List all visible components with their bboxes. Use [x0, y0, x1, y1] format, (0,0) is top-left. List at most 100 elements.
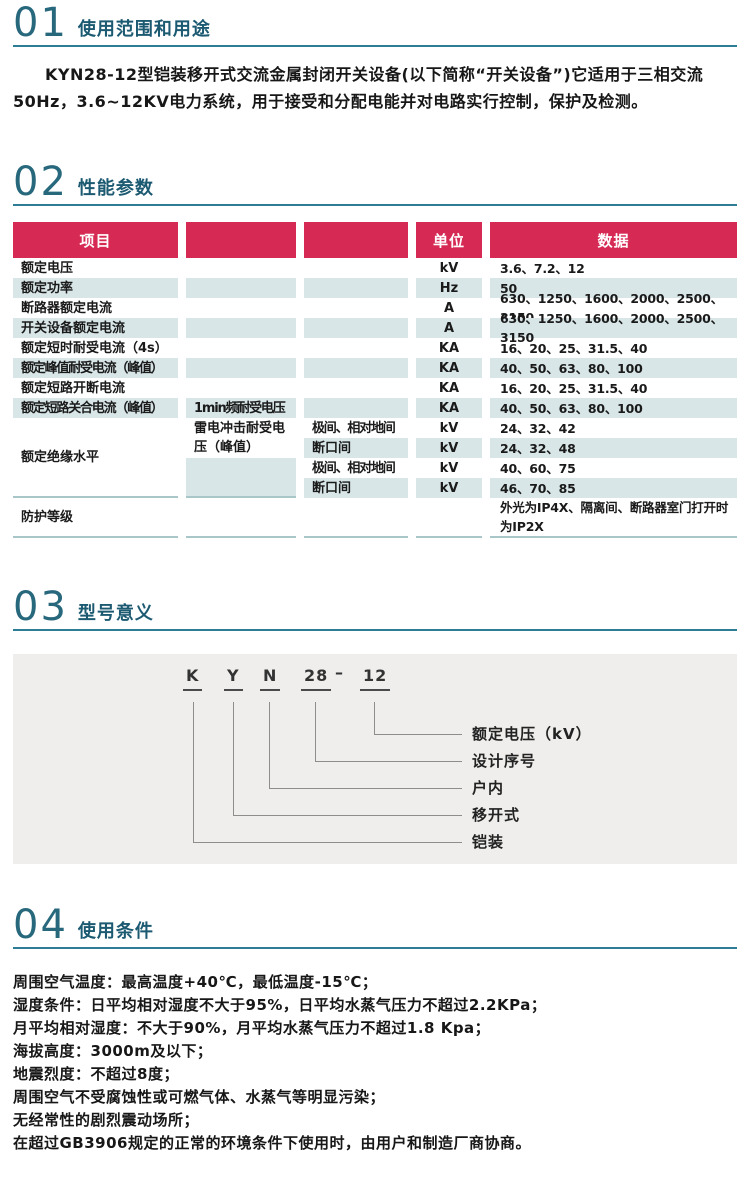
- table-cell: 断口间: [304, 438, 408, 458]
- model-label-rated-voltage: 额定电压（kV）: [472, 725, 592, 743]
- table-cell: 额定短路关合电流（峰值）: [13, 398, 178, 418]
- model-label-armored: 铠装: [472, 833, 505, 851]
- condition-line: 地震烈度：不超过8度；: [13, 1065, 179, 1083]
- table-cell: [304, 498, 408, 538]
- table-cell: 630、1250、1600、2000、2500、3150: [490, 311, 737, 345]
- table-cell: 40、50、63、80、100: [490, 358, 737, 378]
- table-cell: 外光为IP4X、隔离间、断路器室门打开时为IP2X: [490, 498, 737, 538]
- table-cell: [186, 298, 296, 318]
- model-code-diagram: K Y N 28 – 12 额定电压（kV） 设计序号 户内 移开式 铠装: [13, 654, 737, 864]
- table-cell: kV: [416, 478, 482, 498]
- table-cell: [304, 378, 408, 398]
- table-cell: [186, 498, 296, 538]
- table-cell: 16、20、25、31.5、40: [500, 380, 648, 396]
- section-header-performance: 02 性能参数: [13, 159, 737, 206]
- condition-line: 无经常性的剧烈震动场所；: [13, 1111, 200, 1129]
- table-cell: [186, 338, 296, 358]
- table-cell: [304, 338, 408, 358]
- table-cell: [186, 378, 296, 398]
- connector-line: [374, 734, 462, 735]
- section-title-model-meaning: 型号意义: [77, 603, 154, 624]
- table-cell: 24、32、48: [490, 438, 737, 458]
- condition-line: 月平均相对湿度：不大于90%，月平均水蒸气压力不超过1.8 Kpa；: [13, 1019, 491, 1037]
- connector-line: [315, 702, 316, 761]
- connector-line: [315, 761, 462, 762]
- condition-line: 周围空气温度：最高温度+40℃，最低温度-15℃；: [13, 973, 378, 991]
- table-cell: [186, 318, 296, 338]
- model-code-letter-k: K: [183, 666, 203, 691]
- table-header-cell: [186, 222, 296, 258]
- model-label-withdrawable: 移开式: [472, 806, 521, 824]
- table-cell: [186, 458, 296, 498]
- table-cell: 额定绝缘水平: [13, 418, 178, 498]
- condition-line: 在超过GB3906规定的正常的环境条件下使用时，由用户和制造厂商协商。: [13, 1134, 531, 1152]
- table-cell: [304, 398, 408, 418]
- connector-line: [233, 702, 234, 815]
- table-column: 数据 3.6、7.2、12 50 630、1250、1600、2000、2500、31…: [490, 222, 737, 538]
- table-cell: [304, 358, 408, 378]
- table-header-cell: [304, 222, 408, 258]
- table-cell: A: [416, 318, 482, 338]
- model-code-number-12: 12: [360, 666, 391, 691]
- table-cell: kV: [439, 460, 459, 476]
- table-cell: KA: [416, 358, 482, 378]
- model-code-dash: –: [335, 663, 344, 682]
- section-title-usage-scope: 使用范围和用途: [77, 19, 211, 40]
- table-cell: KA: [438, 340, 460, 356]
- usage-conditions-list: 周围空气温度：最高温度+40℃，最低温度-15℃； 湿度条件：日平均相对湿度不大…: [13, 971, 737, 1155]
- table-cell: kV: [416, 438, 482, 458]
- table-cell: [304, 278, 408, 298]
- table-cell: KA: [416, 398, 482, 418]
- table-column: 单位 kV Hz A A KA KA KA KA kV kV kV kV: [416, 222, 482, 538]
- table-column: 1min频耐受电压雷电冲击耐受电压（峰值）: [186, 222, 296, 538]
- intro-paragraph: KYN28-12型铠装移开式交流金属封闭开关设备(以下简称“开关设备”)它适用于…: [13, 65, 704, 111]
- connector-line: [193, 842, 462, 843]
- table-cell: 断口间: [304, 478, 408, 498]
- connector-line: [374, 702, 375, 734]
- table-cell: Hz: [416, 278, 482, 298]
- table-header-cell: 项目: [13, 222, 178, 258]
- model-code-letter-y: Y: [224, 666, 243, 691]
- table-cell: 16、20、25、31.5、40: [500, 340, 648, 356]
- table-header-cell: 数据: [490, 222, 737, 258]
- table-cell: kV: [439, 420, 459, 436]
- table-cell: 40、60、75: [500, 460, 576, 476]
- table-column: 项目 额定电压 额定功率 断路器额定电流 开关设备额定电流 额定短时耐受电流（4s） 额定峰…: [13, 222, 178, 538]
- table-cell: 雷电冲击耐受电压（峰值）: [194, 421, 286, 455]
- table-cell: 1min频耐受电压: [186, 398, 296, 418]
- condition-line: 海拔高度：3000m及以下；: [13, 1042, 213, 1060]
- section-header-usage-conditions: 04 使用条件: [13, 902, 737, 949]
- table-cell: [186, 258, 296, 278]
- condition-line: 湿度条件：日平均相对湿度不大于95%，日平均水蒸气压力不超过2.2KPa；: [13, 996, 547, 1014]
- table-cell: KA: [438, 380, 460, 396]
- table-cell: [304, 298, 408, 318]
- condition-line: 周围空气不受腐蚀性或可燃气体、水蒸气等明显污染；: [13, 1088, 386, 1106]
- section-title-performance: 性能参数: [77, 178, 154, 199]
- table-header-cell: 单位: [416, 222, 482, 258]
- table-cell: kV: [439, 260, 459, 276]
- section-number-04: 04: [13, 902, 68, 948]
- table-cell: [304, 258, 408, 278]
- table-cell: A: [443, 300, 455, 316]
- connector-line: [193, 702, 194, 842]
- table-cell: 46、70、85: [490, 478, 737, 498]
- table-cell: 断路器额定电流: [21, 300, 113, 316]
- table-cell: [304, 318, 408, 338]
- section-number-03: 03: [13, 584, 68, 630]
- connector-line: [233, 815, 462, 816]
- table-column: 极间、相对地间 断口间 极间、相对地间 断口间: [304, 222, 408, 538]
- table-cell: 额定电压: [21, 260, 74, 276]
- table-cell: 24、32、42: [500, 420, 576, 436]
- table-cell: 额定功率: [13, 278, 178, 298]
- connector-line: [269, 702, 270, 788]
- table-cell: [186, 358, 296, 378]
- parameters-table: 项目 额定电压 额定功率 断路器额定电流 开关设备额定电流 额定短时耐受电流（4s） 额定峰…: [13, 222, 737, 538]
- section-number-02: 02: [13, 159, 68, 205]
- model-code-number-28: 28: [301, 666, 332, 691]
- table-cell: 额定短时耐受电流（4s）: [21, 340, 168, 356]
- section-number-01: 01: [13, 0, 68, 46]
- table-cell: 极间、相对地间: [312, 460, 396, 476]
- table-cell: 额定短路开断电流: [21, 380, 126, 396]
- connector-line: [269, 788, 462, 789]
